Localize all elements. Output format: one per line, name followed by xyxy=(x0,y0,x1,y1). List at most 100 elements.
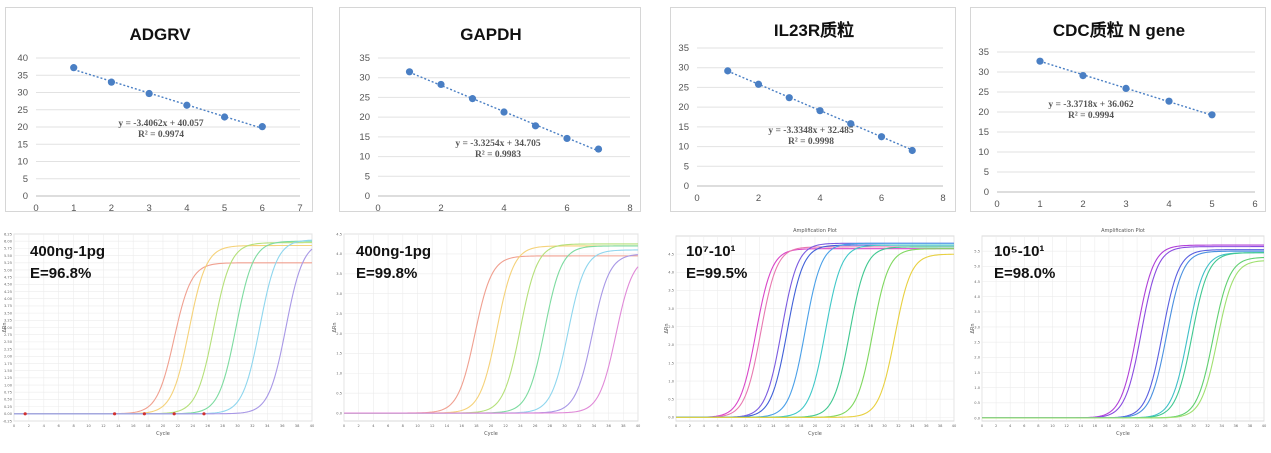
y-tick-label: 20 xyxy=(678,102,689,113)
y-tick-label: 25 xyxy=(678,82,689,93)
baseline-marker xyxy=(112,412,117,416)
x-tick-label: 28 xyxy=(868,424,873,428)
x-tick-label: 10 xyxy=(86,424,91,428)
std-curve-chart-il23r: IL23R质粒 0 5 10 15 20 25 30 35 0 2 4 6 8 y = -3.3348x +… xyxy=(678,20,945,204)
y-tick-label: -0.25 xyxy=(3,419,12,423)
amp-plot-chart-4: Amplification Plot 0.0 0.5 1.0 1.5 2.0 2.5 3.0 3… xyxy=(970,228,1267,437)
x-tick-label: 2 xyxy=(109,203,114,213)
x-tick-label: 6 xyxy=(564,203,569,213)
x-tick-label: 18 xyxy=(799,424,804,428)
y-tick-label: 2.0 xyxy=(668,343,674,347)
x-tick-label: 16 xyxy=(459,424,464,428)
y-tick-label: 4.00 xyxy=(4,297,13,301)
x-tick-label: 40 xyxy=(310,424,315,428)
y-tick-label: 10 xyxy=(359,152,370,163)
chart-title: ADGRV xyxy=(129,25,191,44)
trendline-equation: y = -3.3254x + 34.705 xyxy=(455,139,540,149)
y-tick-label: 1.25 xyxy=(4,376,12,380)
y-tick-label: 4.5 xyxy=(668,252,674,256)
x-tick-label: 26 xyxy=(205,424,210,428)
chart-title: IL23R质粒 xyxy=(774,20,854,40)
y-tick-label: 5.50 xyxy=(4,254,13,258)
x-tick-label: 2 xyxy=(689,424,691,428)
y-tick-label: 5.5 xyxy=(974,249,980,253)
x-axis-label: Cycle xyxy=(808,431,822,437)
data-point xyxy=(785,94,793,102)
x-tick-label: 28 xyxy=(220,424,225,428)
y-tick-label: 0.75 xyxy=(4,391,12,395)
data-point xyxy=(1036,57,1044,65)
x-tick-label: 20 xyxy=(813,424,818,428)
dilution-range-label: 10⁵-10¹ xyxy=(994,243,1044,260)
y-tick-label: 3.0 xyxy=(974,325,980,329)
x-tick-label: 2 xyxy=(28,424,30,428)
amplification-curve xyxy=(676,253,955,418)
x-tick-label: 0 xyxy=(694,193,699,204)
y-tick-label: 40 xyxy=(17,53,28,64)
y-tick-label: 3.0 xyxy=(336,292,342,296)
y-tick-label: 2.5 xyxy=(668,325,674,329)
y-tick-label: 1.0 xyxy=(668,379,674,383)
y-tick-label: 30 xyxy=(978,67,989,78)
y-tick-label: 1.50 xyxy=(4,369,13,373)
y-tick-label: 1.0 xyxy=(336,372,342,376)
y-tick-label: 4.50 xyxy=(4,283,13,287)
x-tick-label: 5 xyxy=(1209,199,1214,210)
amplification-curve xyxy=(676,248,954,418)
x-tick-label: 2 xyxy=(995,424,997,428)
x-tick-label: 0 xyxy=(13,424,16,428)
data-point xyxy=(877,133,886,141)
x-tick-label: 20 xyxy=(161,424,166,428)
amp-plot-chart-2: 0.00.51.01.52.02.53.03.54.04.50 2 4 6 8 10 12 1… xyxy=(332,232,641,437)
x-tick-label: 16 xyxy=(131,424,136,428)
y-tick-label: 0.5 xyxy=(668,398,674,402)
y-tick-label: 1.5 xyxy=(336,352,342,356)
x-axis-label: Cycle xyxy=(156,431,170,437)
x-tick-label: 8 xyxy=(402,424,405,428)
y-tick-label: 1.5 xyxy=(974,371,980,375)
y-tick-label: 10 xyxy=(978,147,989,158)
x-tick-label: 24 xyxy=(191,424,196,428)
x-tick-label: 36 xyxy=(1234,424,1239,428)
y-tick-label: 25 xyxy=(17,105,28,116)
amp-plot-panel-4: Amplification Plot 0.0 0.5 1.0 1.5 2.0 2.5 3.0 3… xyxy=(968,226,1271,450)
x-tick-label: 6 xyxy=(1023,424,1026,428)
y-tick-label: 0.5 xyxy=(974,401,980,405)
x-tick-label: 4 xyxy=(817,193,822,204)
data-point xyxy=(468,95,477,103)
dilution-range-label: 400ng-1pg xyxy=(356,243,431,260)
amp-plot-chart-1: -0.25 0.00 0.25 0.50 0.75 1.00 1.25 1.50 1.75 2.0… xyxy=(2,232,315,437)
x-tick-label: 26 xyxy=(1163,424,1168,428)
x-tick-label: 24 xyxy=(1149,424,1154,428)
x-tick-label: 0 xyxy=(675,424,678,428)
efficiency-label: E=99.8% xyxy=(356,265,417,282)
y-tick-label: 35 xyxy=(678,43,689,54)
y-tick-label: 20 xyxy=(17,122,28,133)
x-tick-label: 1 xyxy=(71,203,76,213)
x-tick-label: 22 xyxy=(827,424,832,428)
x-tick-label: 6 xyxy=(879,193,884,204)
amp-plot-panel-1: -0.25 0.00 0.25 0.50 0.75 1.00 1.25 1.50 1.75 2.0… xyxy=(0,226,318,450)
x-tick-label: 32 xyxy=(1205,424,1210,428)
y-tick-label: 5.25 xyxy=(4,261,12,265)
r-squared-label: R² = 0.9994 xyxy=(1068,111,1114,121)
x-tick-label: 30 xyxy=(562,424,567,428)
x-tick-label: 8 xyxy=(627,203,632,213)
y-axis-label: ΔRn xyxy=(664,323,670,333)
y-tick-label: 30 xyxy=(678,63,689,74)
x-tick-label: 2 xyxy=(756,193,761,204)
x-tick-label: 6 xyxy=(260,203,265,213)
y-tick-label: 5 xyxy=(365,171,370,182)
y-tick-label: 0.50 xyxy=(4,398,13,402)
x-tick-label: 26 xyxy=(854,424,859,428)
data-point xyxy=(437,80,445,89)
data-point xyxy=(1122,84,1130,92)
x-tick-label: 6 xyxy=(58,424,61,428)
x-tick-label: 38 xyxy=(1248,424,1253,428)
std-curve-chart-cdc: CDC质粒 N gene 0 5 10 15 20 25 30 35 0 1 2 3 4 5 6 y = -3.… xyxy=(978,20,1257,210)
std-curve-chart-gapdh: GAPDH 0 5 10 15 20 25 30 35 0 2 4 6 8 y = -3.3254x + 3… xyxy=(359,25,632,213)
y-tick-label: 2.00 xyxy=(4,355,13,359)
x-tick-label: 4 xyxy=(372,424,375,428)
amp-plot-chart-3: Amplification Plot 0.0 0.5 1.0 1.5 2.0 2.5 3.0 3… xyxy=(664,228,957,437)
y-tick-label: 3.50 xyxy=(4,311,13,315)
